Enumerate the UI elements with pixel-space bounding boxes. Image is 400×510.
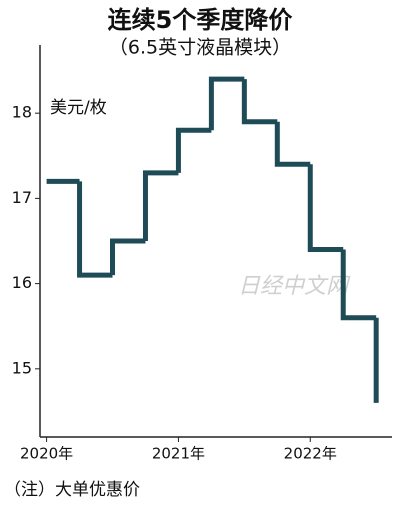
y-tick-label: 18 <box>12 103 32 122</box>
x-tick-label: 2021年 <box>152 445 205 463</box>
step-segment <box>274 121 311 167</box>
y-tick-label: 15 <box>12 358 32 377</box>
y-tick-label: 17 <box>12 188 32 207</box>
step-segment <box>307 164 344 253</box>
step-segment <box>142 170 179 241</box>
chart-title: 连续5个季度降价 <box>108 6 294 34</box>
step-segment <box>208 76 245 131</box>
watermark: 日经中文网 <box>238 274 351 299</box>
step-segment <box>175 127 212 173</box>
y-axis-label: 美元/枚 <box>50 98 107 118</box>
chart-subtitle: （6.5英寸液晶模块） <box>109 37 291 59</box>
step-segment <box>77 181 113 278</box>
step-segment <box>110 238 146 276</box>
x-tick-label: 2020年 <box>20 445 73 463</box>
note: （注）大单优惠价 <box>4 480 140 500</box>
step-segment <box>241 79 278 125</box>
y-tick-label: 16 <box>12 273 32 292</box>
x-tick-label: 2022年 <box>284 445 337 463</box>
step-segment <box>340 249 377 321</box>
